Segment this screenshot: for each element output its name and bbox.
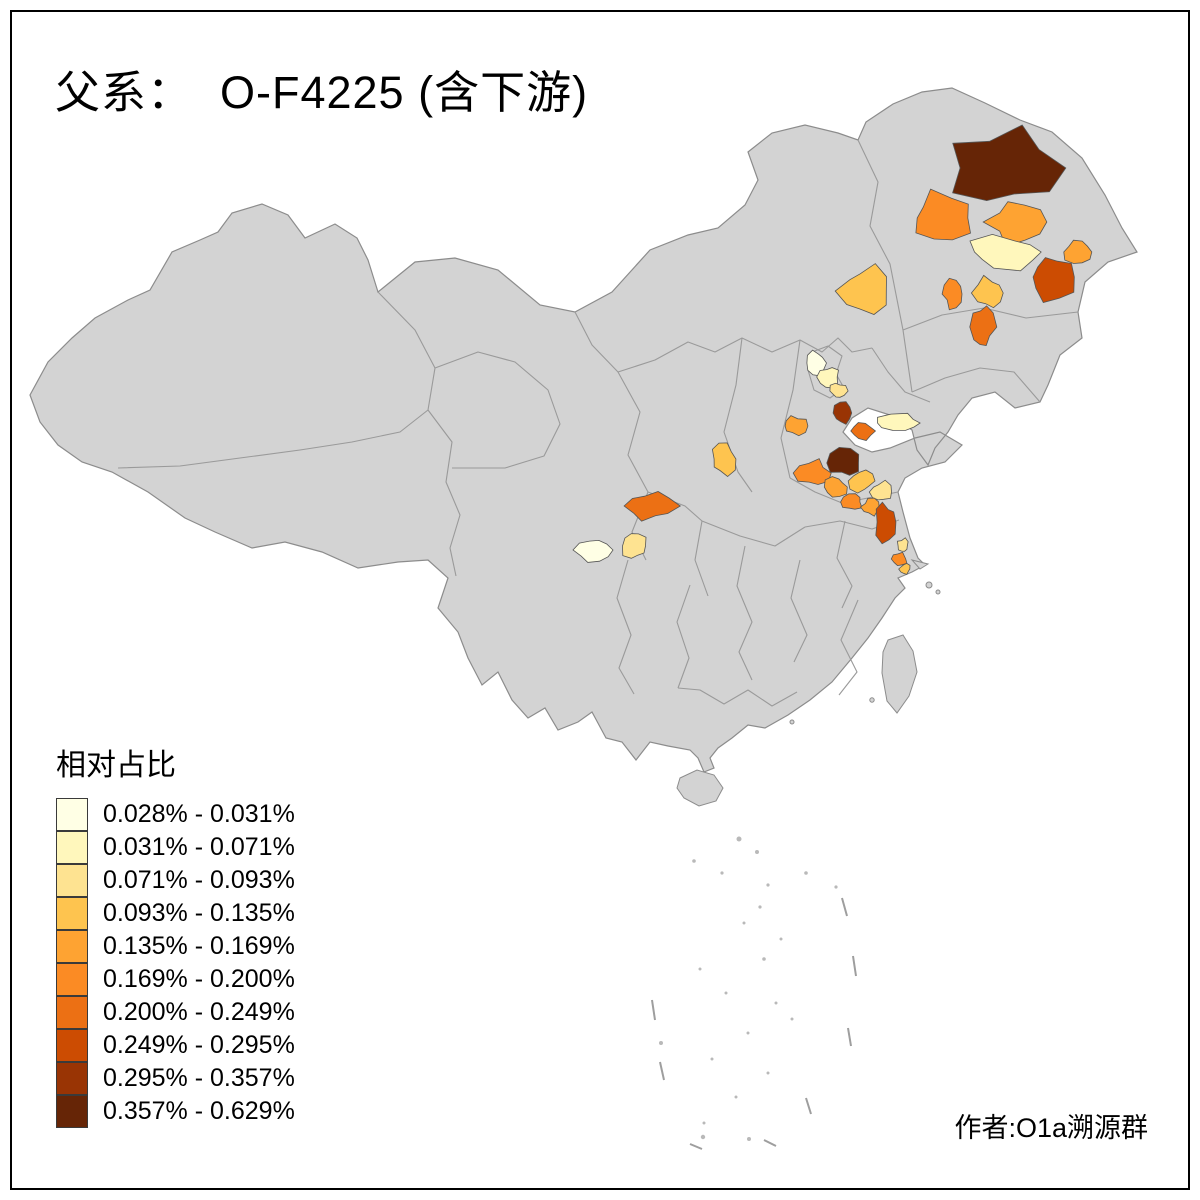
- legend-swatch: [56, 996, 88, 1029]
- prefecture-region: [784, 415, 809, 437]
- legend-item: 0.295% - 0.357%: [56, 1062, 295, 1095]
- prefecture-region: [1032, 257, 1075, 303]
- prefecture-region: [847, 469, 876, 494]
- prefecture-region: [859, 497, 880, 517]
- prefecture-region: [970, 274, 1004, 309]
- legend-swatch: [56, 831, 88, 864]
- nine-dash-marks: [651, 897, 857, 1150]
- prefecture-region: [829, 382, 849, 398]
- legend-swatch: [56, 963, 88, 996]
- prefecture-region: [834, 263, 887, 315]
- prefecture-region: [952, 124, 1067, 202]
- hainan-island: [676, 769, 724, 807]
- legend-range-label: 0.135% - 0.169%: [103, 932, 295, 960]
- prefecture-region: [982, 201, 1048, 247]
- legend-range-label: 0.071% - 0.093%: [103, 866, 295, 894]
- prefecture-regions-layer: [572, 124, 1093, 575]
- legend-range-label: 0.200% - 0.249%: [103, 998, 295, 1026]
- prefecture-region: [915, 188, 971, 241]
- prefecture-region: [832, 401, 853, 425]
- legend-swatch: [56, 798, 88, 831]
- legend-swatch: [56, 1062, 88, 1095]
- prefecture-region: [622, 533, 647, 559]
- prefecture-region: [572, 539, 614, 563]
- prefecture-region: [941, 277, 963, 311]
- penghu-islet: [869, 697, 875, 703]
- prefecture-region: [868, 479, 892, 501]
- legend-range-label: 0.031% - 0.071%: [103, 833, 295, 861]
- legend-item: 0.135% - 0.169%: [56, 930, 295, 963]
- chongming-island: [910, 559, 930, 570]
- legend-range-label: 0.169% - 0.200%: [103, 965, 295, 993]
- islands-layer: [676, 559, 941, 807]
- prefecture-region: [1063, 239, 1093, 264]
- legend-range-label: 0.295% - 0.357%: [103, 1064, 295, 1092]
- legend-swatch: [56, 930, 88, 963]
- legend-range-label: 0.093% - 0.135%: [103, 899, 295, 927]
- prefecture-region: [890, 551, 908, 567]
- legend-item: 0.031% - 0.071%: [56, 831, 295, 864]
- prefecture-region: [875, 501, 897, 545]
- legend-item: 0.200% - 0.249%: [56, 996, 295, 1029]
- legend-item: 0.249% - 0.295%: [56, 1029, 295, 1062]
- coastal-islet: [789, 719, 795, 725]
- legend-range-label: 0.028% - 0.031%: [103, 800, 295, 828]
- prefecture-region: [850, 422, 877, 441]
- legend-items: 0.028% - 0.031% 0.031% - 0.071% 0.071% - 0…: [56, 798, 295, 1128]
- taiwan-island: [881, 634, 918, 714]
- legend-swatch: [56, 897, 88, 930]
- legend-item: 0.169% - 0.200%: [56, 963, 295, 996]
- prefecture-region: [840, 493, 863, 510]
- prefecture-region: [792, 458, 832, 485]
- prefecture-region: [898, 562, 911, 575]
- prefecture-region: [896, 537, 909, 552]
- prefecture-region: [823, 476, 848, 498]
- legend-item: 0.093% - 0.135%: [56, 897, 295, 930]
- prefecture-region: [826, 446, 860, 476]
- legend-swatch: [56, 864, 88, 897]
- legend-title: 相对占比: [56, 749, 176, 782]
- prefecture-region: [969, 233, 1042, 272]
- south-china-sea-islands: [659, 836, 838, 1141]
- legend-range-label: 0.357% - 0.629%: [103, 1097, 295, 1125]
- mainland-layer: [29, 87, 1138, 773]
- legend: 相对占比 0.028% - 0.031% 0.031% - 0.071% 0.071…: [56, 740, 295, 1128]
- map-title: 父系： O-F4225 (含下游): [55, 67, 589, 118]
- prefecture-region: [877, 412, 921, 431]
- legend-item: 0.071% - 0.093%: [56, 864, 295, 897]
- attribution: 作者:O1a溯源群: [954, 1113, 1148, 1143]
- coastal-islet: [925, 581, 933, 589]
- coastal-islet: [935, 589, 941, 595]
- legend-swatch: [56, 1029, 88, 1062]
- legend-item: 0.357% - 0.629%: [56, 1095, 295, 1128]
- mainland-outline: [29, 87, 1138, 773]
- legend-item: 0.028% - 0.031%: [56, 798, 295, 831]
- legend-swatch: [56, 1095, 88, 1128]
- legend-range-label: 0.249% - 0.295%: [103, 1031, 295, 1059]
- prefecture-region: [711, 442, 737, 478]
- prefecture-region: [623, 491, 682, 522]
- prefecture-region: [969, 305, 998, 346]
